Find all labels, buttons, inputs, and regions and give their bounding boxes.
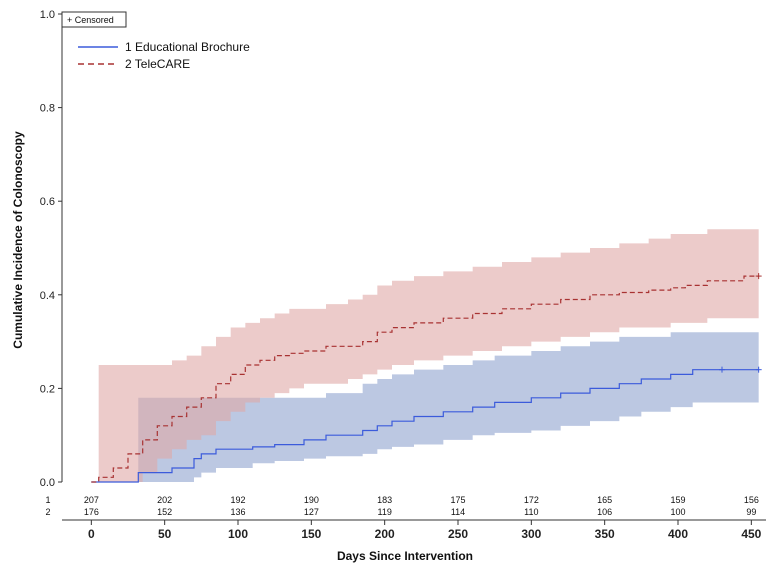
censor-mark-series-0	[755, 366, 762, 373]
band-series-1	[91, 229, 759, 482]
risk-count: 159	[670, 495, 685, 505]
risk-table: 1 207 202 192 190 183 175 172 165 159 156 2 176 152 13…	[45, 495, 758, 517]
risk-count: 192	[230, 495, 245, 505]
risk-row-label: 2	[45, 507, 50, 517]
x-tick-label: 400	[668, 527, 688, 541]
x-axis-title: Days Since Intervention	[337, 549, 473, 563]
censored-label: + Censored	[67, 15, 114, 25]
risk-row-label: 1	[45, 495, 50, 505]
risk-count: 175	[450, 495, 465, 505]
x-tick-label: 50	[158, 527, 172, 541]
confidence-bands	[91, 229, 759, 482]
x-tick-label: 350	[595, 527, 615, 541]
x-tick-label: 0	[88, 527, 95, 541]
band-series-0	[91, 332, 759, 482]
x-tick-label: 150	[301, 527, 321, 541]
risk-count: 119	[377, 507, 391, 517]
y-tick-label: 0.4	[40, 290, 55, 302]
x-tick-label: 450	[741, 527, 761, 541]
risk-count: 136	[230, 507, 245, 517]
x-tick-label: 100	[228, 527, 248, 541]
risk-count: 156	[744, 495, 759, 505]
censor-mark-series-1	[755, 273, 762, 280]
y-tick-label: 0.6	[40, 196, 55, 208]
y-tick-label: 0.2	[40, 383, 55, 395]
legend: 1 Educational Brochure 2 TeleCARE	[78, 40, 250, 71]
risk-count: 207	[84, 495, 99, 505]
censor-marks	[719, 273, 762, 373]
risk-count: 106	[597, 507, 612, 517]
risk-count: 176	[84, 507, 99, 517]
censor-mark-series-0	[719, 366, 725, 373]
risk-count: 100	[670, 507, 685, 517]
y-axis-title: Cumulative Incidence of Colonoscopy	[11, 131, 25, 349]
risk-count: 165	[597, 495, 612, 505]
risk-count: 183	[377, 495, 392, 505]
x-tick-label: 250	[448, 527, 468, 541]
risk-count: 152	[157, 507, 172, 517]
line-series-0	[91, 369, 759, 483]
y-ticks: 0.0 0.2 0.4 0.6 0.8 1.0	[40, 9, 62, 489]
risk-count: 172	[524, 495, 539, 505]
y-tick-label: 1.0	[40, 9, 55, 21]
axes	[61, 14, 766, 521]
risk-count: 99	[746, 507, 756, 517]
censored-key: + Censored	[61, 11, 127, 28]
risk-count: 114	[451, 507, 465, 517]
legend-label-telecare: 2 TeleCARE	[125, 57, 190, 71]
x-ticks: 0 50 100 150 200 250 300 350 400 450	[88, 520, 762, 541]
y-tick-label: 0.0	[40, 477, 55, 489]
x-tick-label: 300	[521, 527, 541, 541]
risk-count: 110	[524, 507, 538, 517]
risk-count: 202	[157, 495, 172, 505]
line-series-1	[91, 275, 759, 483]
x-tick-label: 200	[375, 527, 395, 541]
y-tick-label: 0.8	[40, 103, 55, 115]
legend-label-brochure: 1 Educational Brochure	[125, 40, 250, 54]
risk-count: 127	[304, 507, 319, 517]
incidence-lines	[91, 275, 759, 483]
risk-count: 190	[304, 495, 319, 505]
